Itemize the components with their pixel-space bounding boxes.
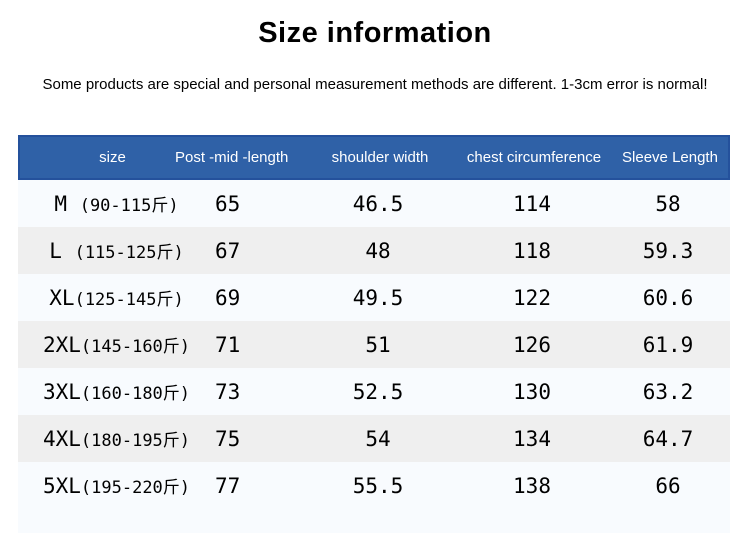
table-row: L (115-125斤) 67 48 118 59.3 — [18, 227, 730, 274]
value-cell: 75 — [215, 426, 241, 451]
value-cell: 69 — [215, 285, 241, 310]
table-row: XL(125-145斤) 69 49.5 122 60.6 — [18, 274, 730, 321]
value-cell: 51 — [365, 332, 391, 357]
value-cell: 126 — [513, 332, 551, 357]
column-header-0: size — [99, 149, 126, 166]
value-cell: 60.6 — [642, 285, 694, 310]
value-cell: 48 — [365, 238, 391, 263]
table-row: M (90-115斤) 65 46.5 114 58 — [18, 180, 730, 227]
page-title: Size information — [258, 17, 492, 49]
value-cell: 118 — [513, 238, 551, 263]
column-header-4: Sleeve Length — [622, 149, 718, 166]
column-header-1: Post -mid -length — [175, 149, 289, 166]
value-cell: 61.9 — [642, 332, 694, 357]
size-code: M — [54, 192, 80, 216]
size-cell: 3XL(160-180斤) — [18, 379, 203, 404]
size-cell: L (115-125斤) — [18, 238, 203, 263]
size-weight-range: (115-125斤) — [74, 243, 184, 263]
table-row: 3XL(160-180斤) 73 52.5 130 63.2 — [18, 368, 730, 415]
value-cell: 54 — [365, 426, 391, 451]
size-cell: 5XL(195-220斤) — [18, 473, 203, 498]
value-cell: 114 — [513, 191, 551, 216]
size-code: L — [49, 239, 75, 263]
size-weight-range: (160-180斤) — [80, 384, 191, 404]
size-weight-range: (180-195斤) — [80, 431, 191, 451]
size-table-header-row: size Post -mid -length shoulder width chest… — [18, 135, 730, 180]
column-header-3: chest circumference — [466, 149, 602, 166]
value-cell: 46.5 — [352, 191, 404, 216]
size-cell: XL(125-145斤) — [18, 285, 203, 310]
value-cell: 65 — [215, 191, 241, 216]
table-row: 5XL(195-220斤) 77 55.5 138 66 — [18, 462, 730, 509]
size-weight-range: (145-160斤) — [80, 337, 191, 357]
value-cell: 73 — [215, 379, 241, 404]
value-cell: 122 — [513, 285, 551, 310]
size-weight-range: (90-115斤) — [79, 196, 179, 216]
size-weight-range: (195-220斤) — [80, 478, 191, 498]
table-row: 2XL(145-160斤) 71 51 126 61.9 — [18, 321, 730, 368]
size-table-body: M (90-115斤) 65 46.5 114 58 L (115-125斤) 67 48 11… — [18, 180, 730, 509]
size-code: 3XL — [42, 380, 81, 404]
value-cell: 64.7 — [642, 426, 694, 451]
size-code: 2XL — [42, 333, 81, 357]
column-header-2: shoulder width — [331, 149, 429, 166]
value-cell: 59.3 — [642, 238, 694, 263]
value-cell: 67 — [215, 238, 241, 263]
page-subtitle: Some products are special and personal m… — [42, 76, 708, 93]
size-table: size Post -mid -length shoulder width chest… — [18, 135, 730, 533]
value-cell: 77 — [215, 473, 241, 498]
value-cell: 66 — [655, 473, 681, 498]
size-cell: 2XL(145-160斤) — [18, 332, 203, 357]
size-code: 5XL — [42, 474, 81, 498]
value-cell: 71 — [215, 332, 241, 357]
value-cell: 55.5 — [352, 473, 404, 498]
size-cell: M (90-115斤) — [18, 191, 203, 216]
value-cell: 58 — [655, 191, 681, 216]
value-cell: 63.2 — [642, 379, 694, 404]
value-cell: 52.5 — [352, 379, 404, 404]
size-weight-range: (125-145斤) — [74, 290, 184, 310]
value-cell: 134 — [513, 426, 551, 451]
value-cell: 49.5 — [352, 285, 404, 310]
table-row: 4XL(180-195斤) 75 54 134 64.7 — [18, 415, 730, 462]
size-code: 4XL — [42, 427, 81, 451]
size-cell: 4XL(180-195斤) — [18, 426, 203, 451]
size-code: XL — [49, 286, 75, 310]
value-cell: 138 — [513, 473, 551, 498]
value-cell: 130 — [513, 379, 551, 404]
